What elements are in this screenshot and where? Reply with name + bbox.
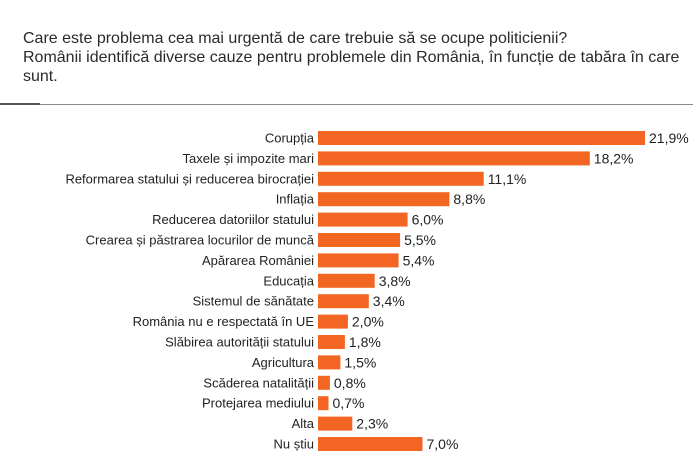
category-label-13: Scăderea natalității [203,375,314,390]
category-label-7: Apărarea României [202,253,314,268]
category-label-6: Crearea și păstrarea locurilor de muncă [86,233,315,248]
value-label-5: 6,0% [412,212,444,228]
category-label-16: Nu știu [274,437,314,452]
bar-14 [318,396,329,411]
value-label-4: 8,8% [453,191,485,207]
title-divider-accent [0,103,40,105]
category-label-4: Inflația [276,192,315,207]
title-line-2: Românii identifică diverse cauze pentru … [23,49,680,85]
bar-15 [318,416,353,431]
title-line-1: Care este problema cea mai urgentă de ca… [23,30,568,47]
bar-8 [318,273,375,288]
value-label-8: 3,8% [379,273,411,289]
bar-11 [318,335,345,349]
value-label-10: 2,0% [352,314,384,330]
category-label-14: Protejarea mediului [202,396,314,411]
value-label-2: 18,2% [594,150,634,166]
value-label-11: 1,8% [349,334,381,350]
category-label-12: Agricultura [252,355,315,370]
bar-2 [318,151,590,166]
category-label-2: Taxele și impozite mari [183,151,315,166]
bar-3 [318,171,484,186]
category-label-11: Slăbirea autorității statului [165,335,314,350]
bar-10 [318,314,348,329]
value-label-6: 5,5% [404,232,436,248]
category-label-1: Corupția [265,131,315,146]
category-label-10: România nu e respectată în UE [133,314,315,329]
value-label-9: 3,4% [373,293,405,309]
value-label-14: 0,7% [333,395,365,411]
category-label-8: Educația [263,273,314,288]
bar-4 [318,192,450,207]
value-label-13: 0,8% [334,375,366,391]
bar-1 [318,131,645,145]
value-label-7: 5,4% [403,252,435,268]
category-label-15: Alta [292,416,315,431]
category-label-9: Sistemul de sănătate [193,294,314,309]
bar-7 [318,253,399,268]
bar-5 [318,212,408,227]
bar-9 [318,294,369,309]
value-label-1: 21,9% [649,130,689,146]
category-label-5: Reducerea datoriilor statului [152,212,314,227]
bar-13 [318,375,330,390]
value-label-15: 2,3% [356,416,388,432]
chart-title: Care este problema cea mai urgentă de ca… [23,29,683,86]
value-label-3: 11,1% [488,171,527,187]
value-label-12: 1,5% [344,354,376,370]
bar-16 [318,437,423,451]
bar-12 [318,355,341,370]
value-label-16: 7,0% [427,436,459,452]
category-label-3: Reformarea statului și reducerea birocra… [65,171,314,186]
bar-6 [318,233,401,247]
title-divider [0,104,693,105]
